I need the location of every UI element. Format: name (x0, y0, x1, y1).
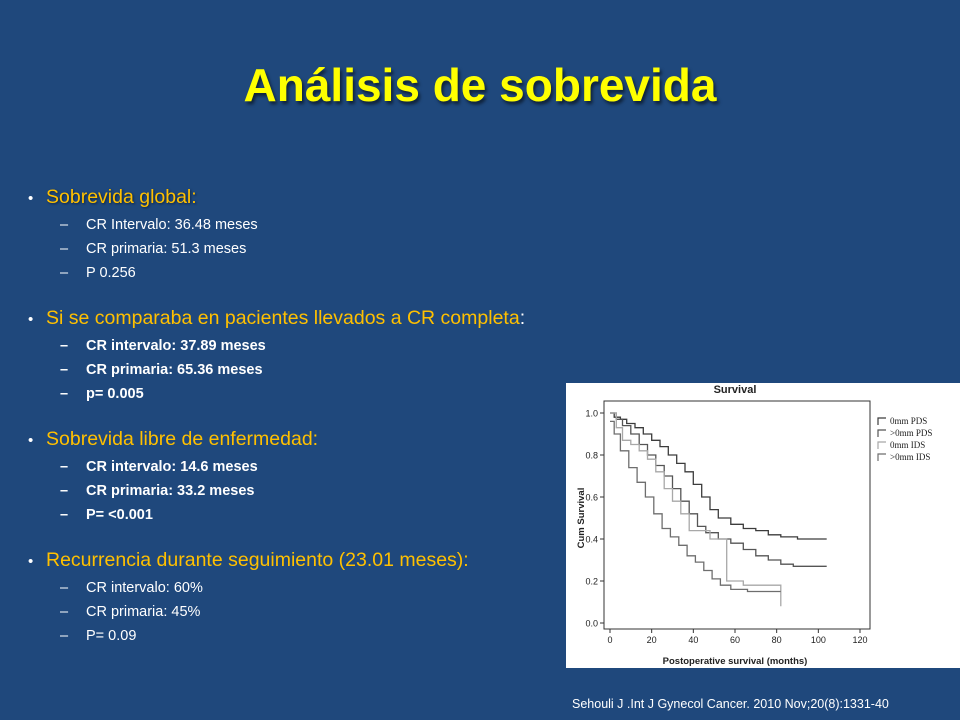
bullet-colon: : (519, 307, 526, 329)
sub-item-text: P 0.256 (86, 265, 136, 281)
dash-icon: – (60, 362, 69, 378)
sub-item: – CR intervalo: 60% (60, 580, 588, 596)
sub-item-text: CR intervalo: 14.6 meses (86, 459, 258, 475)
series-line-1 (610, 412, 827, 567)
bullet-dot-icon: • (28, 311, 34, 328)
sub-item: – CR primaria: 45% (60, 604, 588, 620)
sub-item-text: P= <0.001 (86, 507, 153, 523)
sub-item: – P 0.256 (60, 265, 588, 281)
x-tick-label: 60 (730, 635, 740, 645)
x-axis-label: Postoperative survival (months) (663, 656, 808, 667)
dash-icon: – (60, 241, 69, 257)
series-line-3 (610, 420, 781, 593)
legend-label: 0mm IDS (890, 440, 925, 450)
sub-item-text: CR primaria: 65.36 meses (86, 362, 263, 378)
y-axis-label: Cum Survival (576, 488, 587, 549)
x-tick-label: 0 (607, 635, 612, 645)
series-line-2 (610, 412, 782, 607)
sub-item: – P= <0.001 (60, 507, 588, 523)
survival-chart: Survival 0.0 0.2 0.4 0.6 0.8 1.0 0 20 40 60 80 100 12… (566, 383, 960, 668)
bullet-label: Recurrencia durante seguimiento (23.01 m… (46, 549, 469, 571)
sub-item-text: CR Intervalo: 36.48 meses (86, 217, 258, 233)
x-tick-label: 40 (688, 635, 698, 645)
bullet-dot-icon: • (28, 553, 34, 570)
y-tick-label: 0.2 (585, 577, 598, 587)
dash-icon: – (60, 507, 69, 523)
bullet-dot-icon: • (28, 432, 34, 449)
y-tick-label: 0.8 (585, 451, 598, 461)
y-tick-label: 0.6 (585, 493, 598, 503)
bullet-label: Sobrevida global: (46, 186, 197, 208)
bullet-label: Si se comparaba en pacientes llevados a … (46, 307, 520, 329)
dash-icon: – (60, 338, 69, 354)
legend-swatch (877, 417, 886, 425)
series-line-0 (610, 412, 827, 540)
sub-item: – p= 0.005 (60, 386, 588, 402)
legend-label: 0mm PDS (890, 416, 927, 426)
sub-item: – CR intervalo: 14.6 meses (60, 459, 588, 475)
chart-title: Survival (714, 384, 757, 396)
sub-item-text: CR intervalo: 37.89 meses (86, 338, 266, 354)
sub-item-text: P= 0.09 (86, 628, 137, 644)
sub-item: – CR primaria: 33.2 meses (60, 483, 588, 499)
x-tick-label: 80 (772, 635, 782, 645)
y-tick-label: 0.0 (585, 619, 598, 629)
sub-item: – P= 0.09 (60, 628, 588, 644)
dash-icon: – (60, 628, 69, 644)
bullet-recurrence: • Recurrencia durante seguimiento (23.01… (28, 549, 588, 572)
bullet-overall-survival: • Sobrevida global: (28, 186, 588, 209)
sub-item: – CR primaria: 51.3 meses (60, 241, 588, 257)
dash-icon: – (60, 265, 69, 281)
legend-swatch (877, 429, 886, 437)
x-tick-label: 20 (647, 635, 657, 645)
dash-icon: – (60, 604, 69, 620)
y-tick-label: 0.4 (585, 535, 598, 545)
sub-item-text: p= 0.005 (86, 386, 144, 402)
citation: Sehouli J .Int J Gynecol Cancer. 2010 No… (572, 697, 889, 711)
bullet-label: Sobrevida libre de enfermedad: (46, 428, 319, 450)
slide-title: Análisis de sobrevida (243, 59, 717, 111)
dash-icon: – (60, 580, 69, 596)
legend-label: >0mm IDS (890, 452, 930, 462)
dash-icon: – (60, 459, 69, 475)
sub-item: – CR Intervalo: 36.48 meses (60, 217, 588, 233)
legend-label: >0mm PDS (890, 428, 932, 438)
legend-swatch (877, 441, 886, 449)
plot-frame (603, 400, 871, 630)
sub-item-text: CR primaria: 33.2 meses (86, 483, 255, 499)
bullet-dot-icon: • (28, 190, 34, 207)
y-tick-label: 1.0 (585, 409, 598, 419)
dash-icon: – (60, 217, 69, 233)
bullet-complete-cr: • Si se comparaba en pacientes llevados … (28, 307, 588, 330)
sub-item: – CR intervalo: 37.89 meses (60, 338, 588, 354)
sub-item-text: CR primaria: 51.3 meses (86, 241, 247, 257)
dash-icon: – (60, 483, 69, 499)
survival-chart-svg: Survival 0.0 0.2 0.4 0.6 0.8 1.0 0 20 40 60 80 100 12… (576, 384, 932, 667)
sub-item: – CR primaria: 65.36 meses (60, 362, 588, 378)
bullet-disease-free-survival: • Sobrevida libre de enfermedad: (28, 428, 588, 451)
x-tick-label: 100 (811, 635, 826, 645)
legend-swatch (877, 453, 886, 461)
sub-item-text: CR intervalo: 60% (86, 580, 203, 596)
dash-icon: – (60, 386, 69, 402)
bullet-list: • Sobrevida global: – CR Intervalo: 36.48… (28, 186, 588, 644)
x-tick-label: 120 (852, 635, 867, 645)
sub-item-text: CR primaria: 45% (86, 604, 201, 620)
